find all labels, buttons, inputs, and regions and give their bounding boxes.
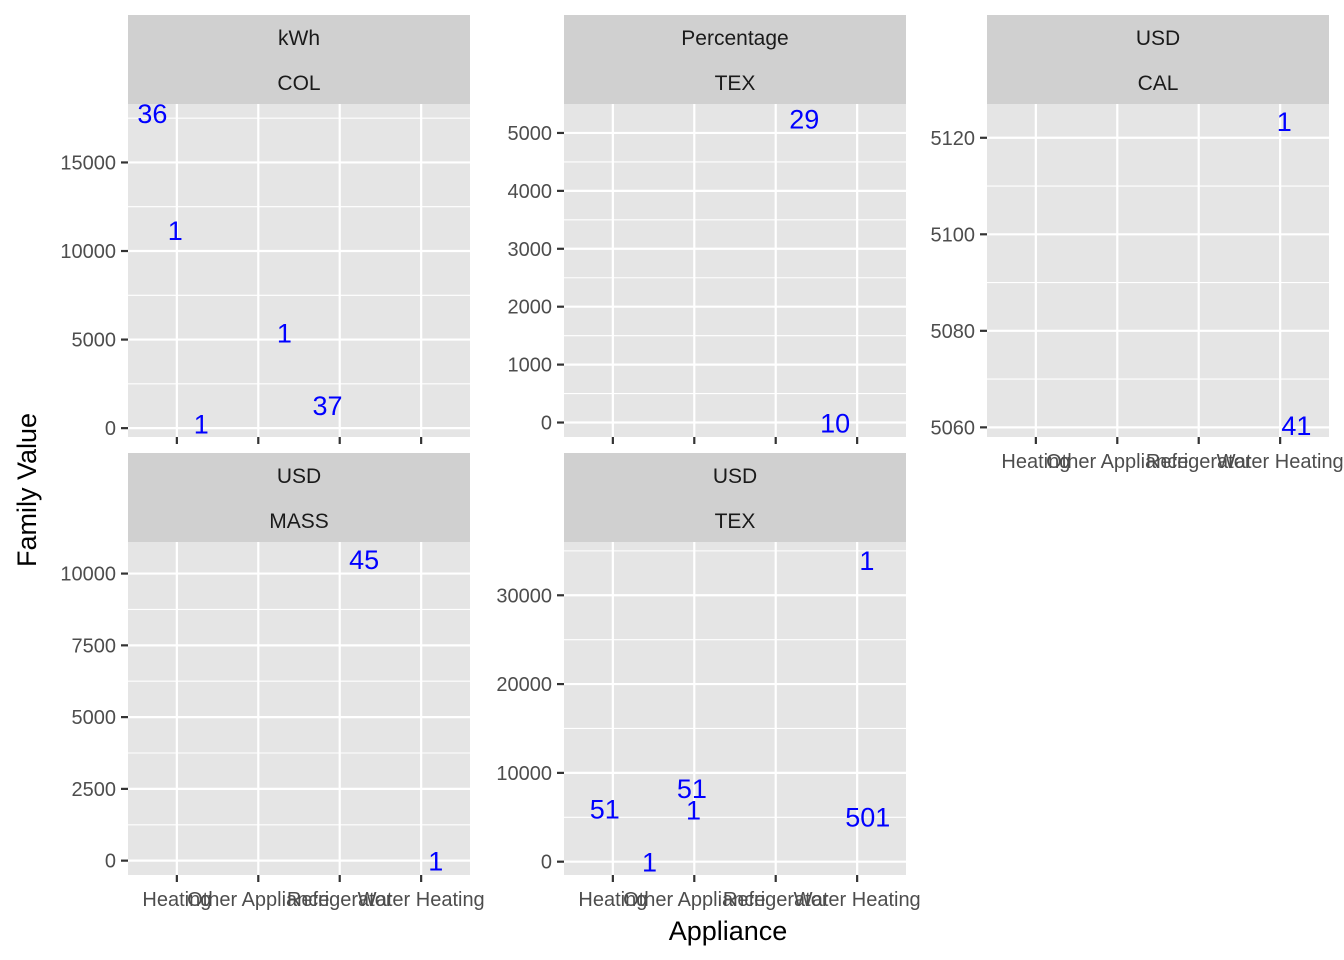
y-tick-label: 20000 [496,674,552,696]
strip-unit-label: USD [277,465,321,488]
panel-content: 36 1 1 1 37 [128,99,470,440]
strip-state-label: COL [277,72,320,95]
y-tick-label: 0 [105,418,116,440]
y-axis-title: Family Value [12,413,42,567]
facet-strip [987,15,1329,104]
y-tick-label: 10000 [60,241,116,263]
y-tick-label: 10000 [496,763,552,785]
panel-background [564,542,906,875]
y-tick-label: 4000 [508,181,553,203]
strip-unit-label: USD [713,465,757,488]
data-label: 1 [168,216,183,246]
y-tick-label: 10000 [60,564,116,586]
facet-strip [564,453,906,542]
y-tick-label: 5000 [72,707,117,729]
facet-panel-5: USDTEX51151115010100002000030000HeatingO… [496,453,921,911]
facet-panel-1: kWh COL 36 1 1 1 37 0 5000 10000 15000 [60,15,470,444]
data-label: 29 [789,104,819,134]
facet-strip [128,15,470,104]
strip-unit-label: USD [1136,27,1180,50]
x-tick-label: Heating [142,889,211,911]
y-tick-label: 0 [541,413,552,435]
facet-panel-2: Percentage TEX 29 10 0 1000 2000 3000 4000 5000 [508,15,906,444]
x-tick-label: Refrigerator [1146,451,1252,473]
strip-state-label: MASS [269,510,329,533]
x-tick-label: Water Heating [794,889,921,911]
y-tick-label: 1000 [508,355,553,377]
facet-panels: kWhCOL3611137050001000015000PercentageTE… [60,15,1344,911]
strip-unit-label: kWh [278,27,320,50]
data-label: 36 [137,99,167,129]
panel-background [128,104,470,437]
data-label: 41 [1281,411,1311,441]
y-tick-label: 0 [541,852,552,874]
data-label: 501 [845,802,890,832]
y-tick-label: 2500 [72,779,117,801]
x-axis-title: Appliance [669,916,788,946]
data-label: 1 [859,546,874,576]
x-tick-label: Other Appliance [623,889,765,911]
strip-state-label: TEX [715,510,756,533]
x-tick-label: Refrigerator [287,889,393,911]
x-tick-label: Water Heating [1217,451,1344,473]
facet-panel-4: USD MASS 45 1 0 2500 5000 7500 10000 HeatingOther… [60,453,485,911]
data-label: 1 [1277,107,1292,137]
strip-state-label: TEX [715,72,756,95]
y-tick-label: 5000 [508,123,553,145]
data-label: 51 [677,774,707,804]
data-label: 1 [686,795,701,825]
x-tick-label: Heating [578,889,647,911]
y-tick-label: 5100 [931,224,976,246]
y-tick-label: 15000 [60,152,116,174]
data-label: 1 [428,847,443,877]
y-tick-label: 5000 [72,330,117,352]
panel-content: 29 10 [564,104,906,439]
x-tick-label: Water Heating [358,889,485,911]
x-tick-label: Refrigerator [723,889,829,911]
y-tick-label: 3000 [508,239,553,261]
panel-content: 45 1 [128,542,470,877]
data-label: 1 [642,848,657,878]
y-tick-label: 5060 [931,417,976,439]
x-tick-label: Heating [1001,451,1070,473]
facet-strip [128,453,470,542]
strip-unit-label: Percentage [681,27,788,50]
panel-content: 1 41 [987,104,1329,441]
data-label: 45 [349,545,379,575]
x-tick-label: Other Appliance [187,889,329,911]
y-tick-label: 5120 [931,128,976,150]
panel-background [564,104,906,437]
strip-state-label: CAL [1138,72,1179,95]
y-tick-label: 5080 [931,321,976,343]
panel-background [987,104,1329,437]
data-label: 37 [312,391,342,421]
panel-background [128,542,470,875]
data-label: 51 [590,794,620,824]
data-label: 10 [820,409,850,439]
data-label: 1 [277,318,292,348]
y-tick-label: 2000 [508,297,553,319]
facet-strip [564,15,906,104]
data-label: 1 [194,410,209,440]
x-tick-label: Other Appliance [1046,451,1188,473]
y-tick-label: 0 [105,851,116,873]
y-tick-label: 30000 [496,585,552,607]
y-tick-label: 7500 [72,635,117,657]
